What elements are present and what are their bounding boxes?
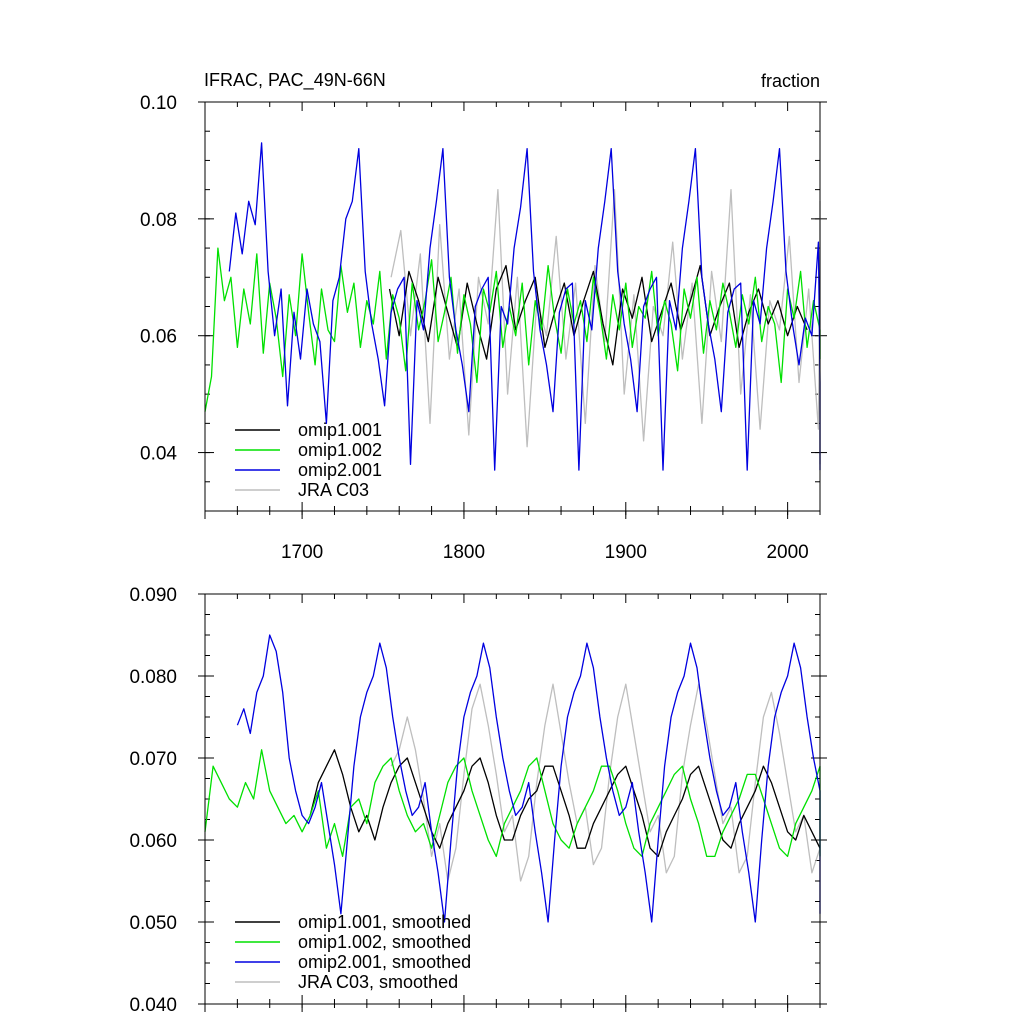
y-tick-label: 0.080 <box>129 667 177 688</box>
bottom-panel: 0.040 0.050 0.060 0.070 0.080 0.090 omip1.001… <box>129 585 827 1016</box>
legend-label: omip1.002 <box>298 440 382 460</box>
series-line-2 <box>204 247 821 412</box>
y-tick-label: 0.08 <box>140 210 177 231</box>
y-tick-label: 0.040 <box>129 995 177 1016</box>
series-line-3 <box>236 634 821 923</box>
y-tick-label: 0.090 <box>129 585 177 606</box>
top-panel-title: IFRAC, PAC_49N-66N <box>204 70 386 91</box>
series-line-3 <box>228 142 821 471</box>
top-panel: IFRAC, PAC_49N-66N fraction 1700 1800 1900… <box>140 70 827 563</box>
x-tick-label: 1700 <box>281 542 323 563</box>
x-tick-label: 1900 <box>605 542 647 563</box>
legend-label: JRA C03, smoothed <box>298 972 458 992</box>
legend-label: omip2.001 <box>298 460 382 480</box>
bottom-panel-frame <box>204 593 821 1005</box>
x-tick-label: 2000 <box>766 542 808 563</box>
top-panel-frame <box>204 101 821 512</box>
y-tick-label: 0.060 <box>129 831 177 852</box>
legend-label: JRA C03 <box>298 480 369 500</box>
top-panel-ticks: 1700 1800 1900 2000 0.04 0.06 0.08 0.10 <box>140 93 827 563</box>
bottom-panel-series <box>204 634 821 923</box>
series-line-4 <box>390 683 821 882</box>
x-tick-label: 1800 <box>443 542 485 563</box>
y-tick-label: 0.070 <box>129 749 177 770</box>
y-tick-label: 0.050 <box>129 913 177 934</box>
legend-label: omip1.001 <box>298 420 382 440</box>
legend-label: omip2.001, smoothed <box>298 952 471 972</box>
legend-label: omip1.001, smoothed <box>298 912 471 932</box>
y-tick-label: 0.04 <box>140 444 177 465</box>
legend-label: omip1.002, smoothed <box>298 932 471 952</box>
y-tick-label: 0.06 <box>140 327 177 348</box>
bottom-panel-ticks: 0.040 0.050 0.060 0.070 0.080 0.090 <box>129 585 827 1016</box>
y-tick-label: 0.10 <box>140 93 177 114</box>
top-panel-units-label: fraction <box>761 71 820 91</box>
